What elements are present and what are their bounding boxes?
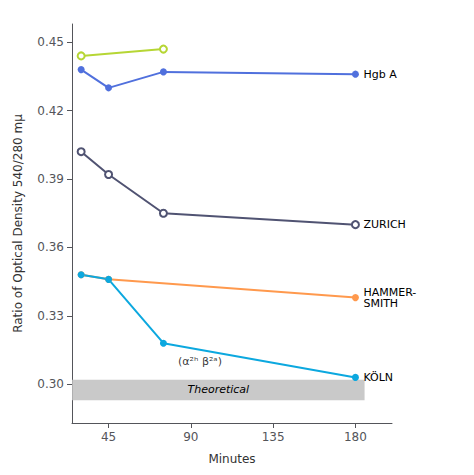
svg-text:90: 90	[183, 430, 198, 444]
svg-text:KÖLN: KÖLN	[363, 371, 393, 384]
svg-text:0.39: 0.39	[37, 172, 64, 186]
svg-text:0.33: 0.33	[37, 309, 64, 323]
svg-text:0.45: 0.45	[37, 35, 64, 49]
svg-text:0.36: 0.36	[37, 240, 64, 254]
svg-text:ZURICH: ZURICH	[363, 218, 405, 231]
svg-text:180: 180	[344, 430, 367, 444]
svg-text:Minutes: Minutes	[208, 452, 255, 466]
svg-text:Theoretical: Theoretical	[187, 383, 249, 396]
svg-text:Ratio of Optical Density 540/2: Ratio of Optical Density 540/280 mμ	[11, 114, 25, 333]
svg-text:0.42: 0.42	[37, 104, 64, 118]
svg-text:45: 45	[101, 430, 116, 444]
svg-text:0.30: 0.30	[37, 377, 64, 391]
svg-text:(α²ʰ β²ᵃ): (α²ʰ β²ᵃ)	[178, 355, 222, 368]
svg-text:SMITH: SMITH	[363, 297, 398, 310]
svg-text:Hgb A: Hgb A	[363, 68, 397, 81]
svg-text:HAMMER-: HAMMER-	[363, 285, 417, 299]
svg-text:135: 135	[262, 430, 285, 444]
